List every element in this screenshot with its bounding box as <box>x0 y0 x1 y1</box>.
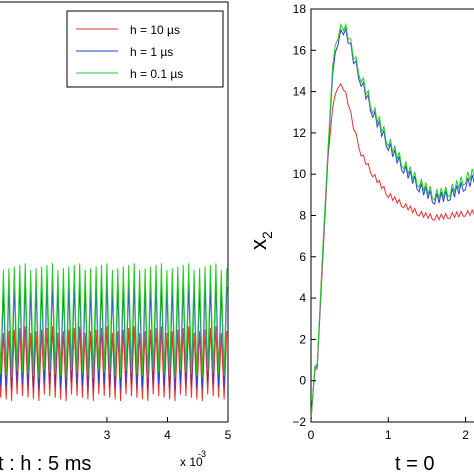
right-series-line-2 <box>310 22 474 420</box>
left-x-axis-label: t : h : 5 ms <box>0 453 91 474</box>
right-x-tick-label: 0 <box>308 428 315 442</box>
right-y-tick-label: 12 <box>293 126 307 140</box>
right-y-tick-label: 8 <box>299 209 306 223</box>
left-x-tick-label: 3 <box>104 428 111 442</box>
legend-label: h = 10 µs <box>130 23 180 37</box>
left-x-ticks: 3 4 5 <box>104 417 232 442</box>
right-series-line-0 <box>310 82 474 420</box>
left-x-tick-label: 4 <box>164 428 171 442</box>
left-x-tick-label: 5 <box>225 428 232 442</box>
right-series-line-1 <box>310 26 474 420</box>
right-x-axis-label: t = 0 <box>395 453 434 474</box>
right-y-tick-label: 14 <box>293 85 307 99</box>
right-y-tick-label: 2 <box>299 332 306 346</box>
left-series-group <box>0 263 228 402</box>
legend: h = 10 µs h = 1 µs h = 0.1 µs <box>66 10 224 88</box>
right-y-tick-label: 16 <box>293 43 307 57</box>
legend-items: h = 10 µs h = 1 µs h = 0.1 µs <box>76 23 183 81</box>
left-axes-frame <box>0 1 229 423</box>
right-y-tick-label: 4 <box>299 291 306 305</box>
right-y-tick-label: 10 <box>293 167 307 181</box>
right-y-tick-label: 0 <box>299 374 306 388</box>
right-y-tick-label: 6 <box>299 250 306 264</box>
right-y-axis-label: x2 <box>246 231 275 250</box>
right-y-tick-label: 18 <box>293 2 307 16</box>
right-y-ticks: −2 0 2 4 6 8 10 12 14 16 18 <box>292 2 316 429</box>
legend-label: h = 1 µs <box>130 45 173 59</box>
right-x-ticks: 0 1 2 <box>308 417 469 442</box>
left-series-line-2 <box>0 263 228 378</box>
right-x-tick-label: 1 <box>385 428 392 442</box>
legend-label: h = 0.1 µs <box>130 67 183 81</box>
right-x-tick-label: 2 <box>462 428 469 442</box>
right-axes-frame <box>310 8 474 423</box>
left-plot: 3 4 5 x 10 -3 t : h : 5 ms h = 10 µs h = 1 … <box>0 1 232 474</box>
right-y-tick-label: −2 <box>292 415 306 429</box>
x-multiplier-exponent: -3 <box>198 449 206 459</box>
right-series-group <box>310 22 474 420</box>
x-multiplier-label: x 10 <box>180 455 203 469</box>
left-series-line-0 <box>0 326 228 402</box>
legend-box <box>66 10 224 88</box>
